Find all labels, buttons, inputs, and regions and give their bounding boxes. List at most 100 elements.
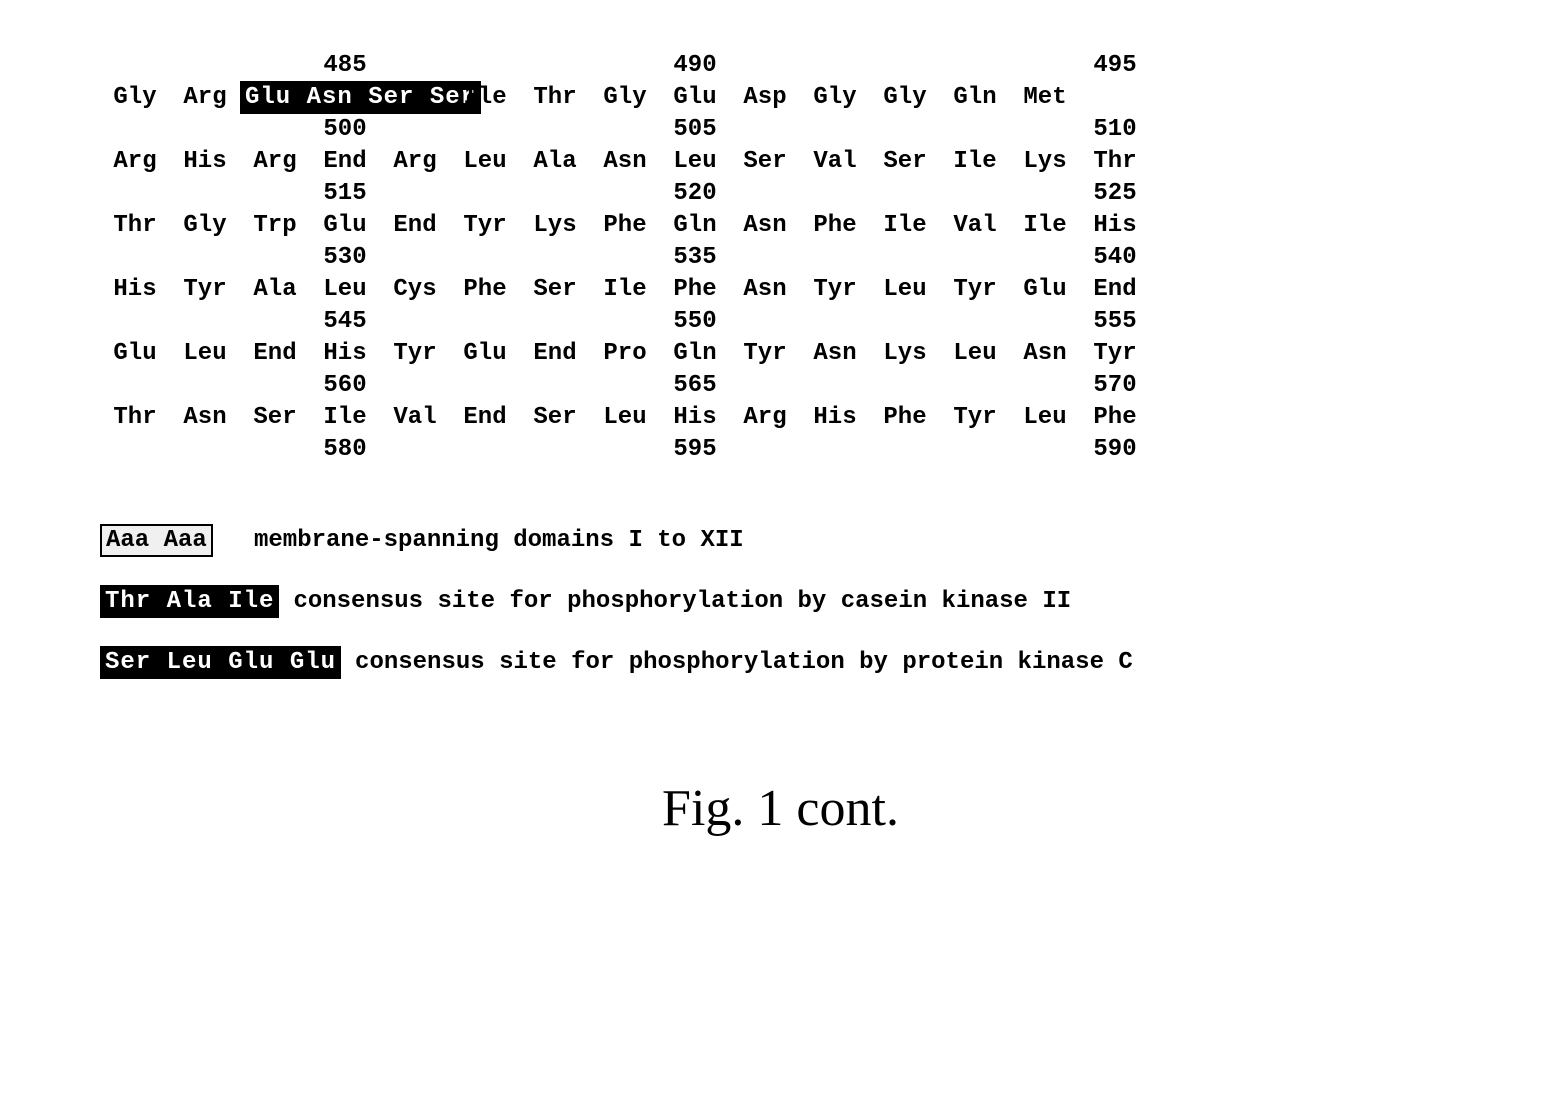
legend-desc-membrane: membrane-spanning domains I to XII <box>254 527 744 554</box>
residue: His <box>1080 212 1150 239</box>
residue: Asn <box>1010 340 1080 367</box>
residue: Asn <box>590 148 660 175</box>
residue: Phe <box>590 212 660 239</box>
pos-485: 485 <box>310 52 380 79</box>
residue: Tyr <box>940 276 1010 303</box>
pos-580: 580 <box>310 436 380 463</box>
residue: Leu <box>940 340 1010 367</box>
residue: Phe <box>1080 404 1150 431</box>
residue: Lys <box>870 340 940 367</box>
residue: His <box>170 148 240 175</box>
residue-row-4: His Tyr Ala Leu Cys Phe Ser Ile Phe Asn … <box>100 272 1461 306</box>
residue-row-2: Arg His Arg End Arg Leu Ala Asn Leu Ser … <box>100 144 1461 178</box>
pos-520: 520 <box>660 180 730 207</box>
position-row-6: 560 565 570 <box>100 370 1461 400</box>
residue-row-3: Thr Gly Trp Glu End Tyr Lys Phe Gln Asn … <box>100 208 1461 242</box>
position-row-2: 500 505 510 <box>100 114 1461 144</box>
residue: Gln <box>660 212 730 239</box>
residue: Arg <box>730 404 800 431</box>
residue: End <box>520 340 590 367</box>
residue: Ser <box>520 276 590 303</box>
residue-row-6: Thr Asn Ser Ile Val End Ser Leu His Arg … <box>100 400 1461 434</box>
legend-box-membrane: Aaa Aaa <box>100 524 240 557</box>
residue: Phe <box>800 212 870 239</box>
residue: Val <box>800 148 870 175</box>
residue: Gly <box>100 84 170 111</box>
residue: Thr <box>100 212 170 239</box>
pos-515: 515 <box>310 180 380 207</box>
residue: Tyr <box>170 276 240 303</box>
pos-505: 505 <box>660 116 730 143</box>
pos-535: 535 <box>660 244 730 271</box>
residue: Glu <box>310 212 380 239</box>
residue: Arg <box>170 84 240 111</box>
position-row-1: 485 490 495 <box>100 50 1461 80</box>
residue: Leu <box>660 148 730 175</box>
residue: Glu <box>450 340 520 367</box>
residue: Ile <box>1010 212 1080 239</box>
residue: Arg <box>100 148 170 175</box>
residue: End <box>240 340 310 367</box>
residue: Glu <box>660 84 730 111</box>
legend-desc-casein: consensus site for phosphorylation by ca… <box>293 588 1071 615</box>
legend-box-pkc: Ser Leu Glu Glu <box>100 646 341 679</box>
residue: Pro <box>590 340 660 367</box>
residue: Trp <box>240 212 310 239</box>
pos-540: 540 <box>1080 244 1150 271</box>
residue: Gly <box>170 212 240 239</box>
residue: Val <box>940 212 1010 239</box>
pos-570: 570 <box>1080 372 1150 399</box>
position-row-7: 580 595 590 <box>100 434 1461 464</box>
residue: Phe <box>450 276 520 303</box>
residue: Thr <box>100 404 170 431</box>
residue: Ile <box>590 276 660 303</box>
residue: Ile <box>450 84 520 111</box>
residue-row-1: Gly Arg Glu Asn Ser Ser Ile Thr Gly Glu … <box>100 80 1461 114</box>
residue: Tyr <box>940 404 1010 431</box>
legend-box-casein: Thr Ala Ile <box>100 585 279 618</box>
residue: His <box>660 404 730 431</box>
residue: Gly <box>800 84 870 111</box>
residue: Glu <box>100 340 170 367</box>
residue: Gly <box>870 84 940 111</box>
residue: Leu <box>310 276 380 303</box>
residue: Thr <box>520 84 590 111</box>
residue: Ser <box>240 404 310 431</box>
residue: Tyr <box>800 276 870 303</box>
residue: Lys <box>520 212 590 239</box>
residue: Asn <box>730 276 800 303</box>
residue: End <box>450 404 520 431</box>
residue: Gln <box>940 84 1010 111</box>
position-row-5: 545 550 555 <box>100 306 1461 336</box>
position-row-4: 530 535 540 <box>100 242 1461 272</box>
residue: Leu <box>170 340 240 367</box>
residue: Ala <box>240 276 310 303</box>
residue: Ile <box>940 148 1010 175</box>
residue: Ser <box>870 148 940 175</box>
residue: Leu <box>450 148 520 175</box>
residue-row-5: Glu Leu End His Tyr Glu End Pro Gln Tyr … <box>100 336 1461 370</box>
residue: End <box>310 148 380 175</box>
residue: Leu <box>870 276 940 303</box>
residue: Glu <box>1010 276 1080 303</box>
residue: Phe <box>870 404 940 431</box>
residue: Tyr <box>730 340 800 367</box>
pos-525: 525 <box>1080 180 1150 207</box>
pos-565: 565 <box>660 372 730 399</box>
residue: Ala <box>520 148 590 175</box>
residue: Arg <box>240 148 310 175</box>
legend-casein: Thr Ala Ile consensus site for phosphory… <box>100 585 1461 618</box>
residue: Asp <box>730 84 800 111</box>
residue: Leu <box>1010 404 1080 431</box>
residue: Asn <box>170 404 240 431</box>
position-row-3: 515 520 525 <box>100 178 1461 208</box>
residue-highlight: Glu Asn Ser Ser <box>240 81 450 114</box>
residue: Val <box>380 404 450 431</box>
pos-545: 545 <box>310 308 380 335</box>
residue: Tyr <box>450 212 520 239</box>
pos-595: 595 <box>660 436 730 463</box>
legend-desc-pkc: consensus site for phosphorylation by pr… <box>355 649 1133 676</box>
residue: Ile <box>870 212 940 239</box>
residue: Ser <box>520 404 590 431</box>
residue: Met <box>1010 84 1080 111</box>
